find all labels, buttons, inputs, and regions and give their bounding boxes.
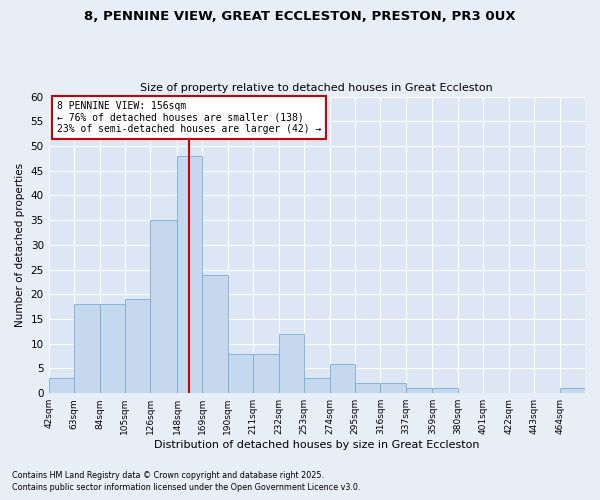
Bar: [100, 304, 125, 393]
Bar: [355, 384, 380, 393]
Bar: [125, 300, 151, 393]
Y-axis label: Number of detached properties: Number of detached properties: [15, 163, 25, 327]
X-axis label: Distribution of detached houses by size in Great Eccleston: Distribution of detached houses by size …: [154, 440, 479, 450]
Bar: [177, 156, 202, 393]
Bar: [304, 378, 329, 393]
Bar: [151, 220, 177, 393]
Text: Contains HM Land Registry data © Crown copyright and database right 2025.
Contai: Contains HM Land Registry data © Crown c…: [12, 471, 361, 492]
Title: Size of property relative to detached houses in Great Eccleston: Size of property relative to detached ho…: [140, 83, 493, 93]
Bar: [406, 388, 433, 393]
Bar: [560, 388, 585, 393]
Text: 8 PENNINE VIEW: 156sqm
← 76% of detached houses are smaller (138)
23% of semi-de: 8 PENNINE VIEW: 156sqm ← 76% of detached…: [57, 101, 321, 134]
Bar: [49, 378, 74, 393]
Bar: [253, 354, 278, 393]
Bar: [329, 364, 355, 393]
Bar: [433, 388, 458, 393]
Bar: [74, 304, 100, 393]
Text: 8, PENNINE VIEW, GREAT ECCLESTON, PRESTON, PR3 0UX: 8, PENNINE VIEW, GREAT ECCLESTON, PRESTO…: [84, 10, 516, 23]
Bar: [228, 354, 253, 393]
Bar: [380, 384, 406, 393]
Bar: [278, 334, 304, 393]
Bar: [202, 274, 228, 393]
